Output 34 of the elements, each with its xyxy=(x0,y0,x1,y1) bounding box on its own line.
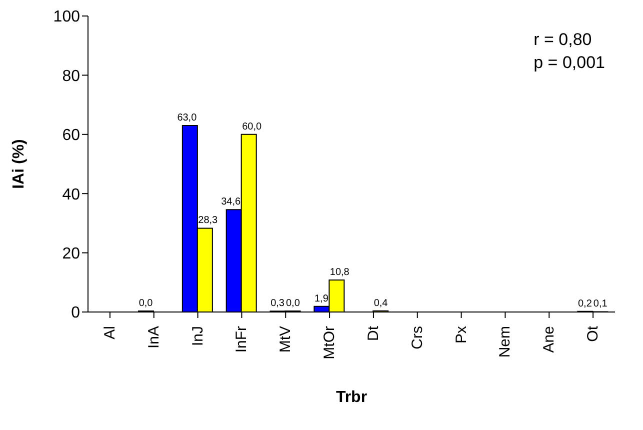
y-axis-title: IAi (%) xyxy=(10,139,28,189)
data-label: 60,0 xyxy=(242,121,262,132)
x-tick-label: Px xyxy=(452,326,470,344)
y-tick-label: 0 xyxy=(71,304,80,322)
y-tick-label: 40 xyxy=(62,186,80,204)
x-tick-label: MtV xyxy=(277,326,294,353)
data-label: 1,9 xyxy=(314,293,329,304)
data-label: 0,0 xyxy=(138,298,154,309)
x-tick-label: InA xyxy=(145,326,162,349)
x-tick-label: Ot xyxy=(584,325,602,342)
annotation: p = 0,001 xyxy=(534,52,605,74)
x-axis-title: Trbr xyxy=(336,389,368,406)
x-tick-label: Ane xyxy=(540,326,558,353)
x-tick-label: Nem xyxy=(496,326,514,358)
data-label: 28,3 xyxy=(198,215,218,226)
data-label: 0,3 xyxy=(270,298,285,310)
x-tick-label: Crs xyxy=(408,326,426,350)
data-label: 63,0 xyxy=(177,112,198,124)
x-tick-label: MtOr xyxy=(321,326,338,360)
x-tick-label: Dt xyxy=(364,325,382,341)
data-label: 0,1 xyxy=(593,298,608,310)
data-label: 0,2 xyxy=(578,298,592,310)
x-tick-label: InFr xyxy=(233,326,250,353)
data-label: 0,4 xyxy=(374,298,388,309)
y-tick-label: 80 xyxy=(62,68,80,85)
data-label: 10,8 xyxy=(330,267,350,278)
data-label: 34,6 xyxy=(221,196,242,208)
x-tick-label: InJ xyxy=(189,326,206,346)
y-tick-label: 20 xyxy=(62,245,80,262)
y-tick-label: 100 xyxy=(53,8,80,26)
x-tick-label: Al xyxy=(101,326,118,340)
y-tick-label: 60 xyxy=(62,127,80,144)
annotation: r = 0,80 xyxy=(534,29,593,51)
data-label: 0,0 xyxy=(286,298,300,309)
